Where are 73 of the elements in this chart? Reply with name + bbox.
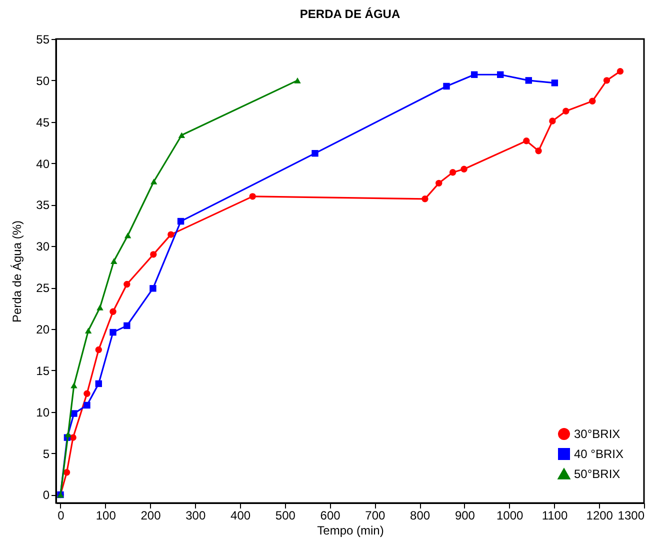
y-tick-label: 15	[36, 364, 50, 378]
point	[84, 390, 90, 397]
y-tick-label: 35	[36, 198, 50, 212]
point	[523, 138, 530, 144]
point	[177, 218, 184, 225]
point	[551, 80, 558, 86]
point	[64, 431, 72, 438]
x-tick-label: 900	[454, 508, 476, 522]
x-tick-label: 700	[365, 508, 386, 522]
y-tick-label: 10	[36, 405, 50, 420]
point	[460, 166, 468, 172]
point	[150, 285, 156, 292]
point	[168, 231, 174, 238]
point	[549, 118, 556, 124]
x-tick-label: 300	[186, 508, 206, 522]
x-tick-label: 0	[58, 508, 65, 522]
point	[616, 68, 624, 75]
chart-title: PERDA DE ÁGUA	[300, 7, 400, 21]
point	[470, 71, 478, 78]
point	[84, 328, 92, 334]
y-tick-label: 30	[36, 240, 50, 254]
legend-label: 30°BRIX	[574, 427, 620, 441]
point	[63, 468, 70, 476]
legend-label: 40 °BRIX	[574, 447, 624, 461]
y-tick-label: 5	[42, 446, 50, 461]
point	[110, 258, 118, 264]
point	[562, 108, 570, 114]
y-tick-label: 25	[36, 281, 50, 296]
x-tick-label: 800	[410, 508, 430, 522]
legend-label: 50°BRIX	[574, 467, 620, 481]
point	[95, 380, 102, 388]
point	[178, 132, 186, 138]
point	[249, 193, 256, 200]
x-tick-label: 600	[320, 508, 341, 522]
x-tick-label: 400	[230, 508, 251, 522]
point	[95, 346, 102, 354]
point	[110, 308, 116, 315]
point	[294, 78, 301, 84]
point	[84, 402, 90, 409]
point	[312, 150, 318, 157]
point	[525, 77, 532, 84]
point	[70, 382, 78, 388]
point	[535, 148, 542, 154]
x-tick-label: 500	[275, 508, 296, 522]
point	[436, 180, 442, 187]
point	[96, 304, 104, 310]
point	[449, 169, 456, 176]
point	[150, 251, 157, 258]
y-tick-label: 20	[36, 322, 50, 336]
point	[497, 71, 504, 78]
y-tick-label: 40	[36, 156, 50, 171]
y-tick-label: 50	[36, 74, 50, 88]
y-tick-label: 45	[36, 115, 50, 130]
x-tick-label: 1300	[618, 508, 645, 522]
point	[110, 328, 116, 336]
y-tick-label: 0	[42, 488, 50, 502]
point	[603, 77, 610, 84]
point	[124, 280, 130, 288]
x-tick-label: 100	[96, 508, 116, 522]
x-tick-label: 1100	[542, 508, 568, 522]
point	[443, 82, 450, 90]
x-tick-label: 1200	[586, 508, 614, 522]
point	[422, 196, 428, 202]
x-tick-label: 200	[140, 508, 162, 522]
y-tick-label: 55	[36, 32, 50, 46]
x-axis-title: Tempo (min)	[317, 524, 384, 538]
y-axis-title: Perda de Água (%)	[10, 220, 24, 323]
x-tick-label: 1000	[496, 508, 524, 522]
point	[124, 322, 130, 330]
point	[589, 98, 596, 104]
point	[70, 434, 76, 441]
point	[124, 232, 132, 238]
point	[150, 178, 158, 184]
